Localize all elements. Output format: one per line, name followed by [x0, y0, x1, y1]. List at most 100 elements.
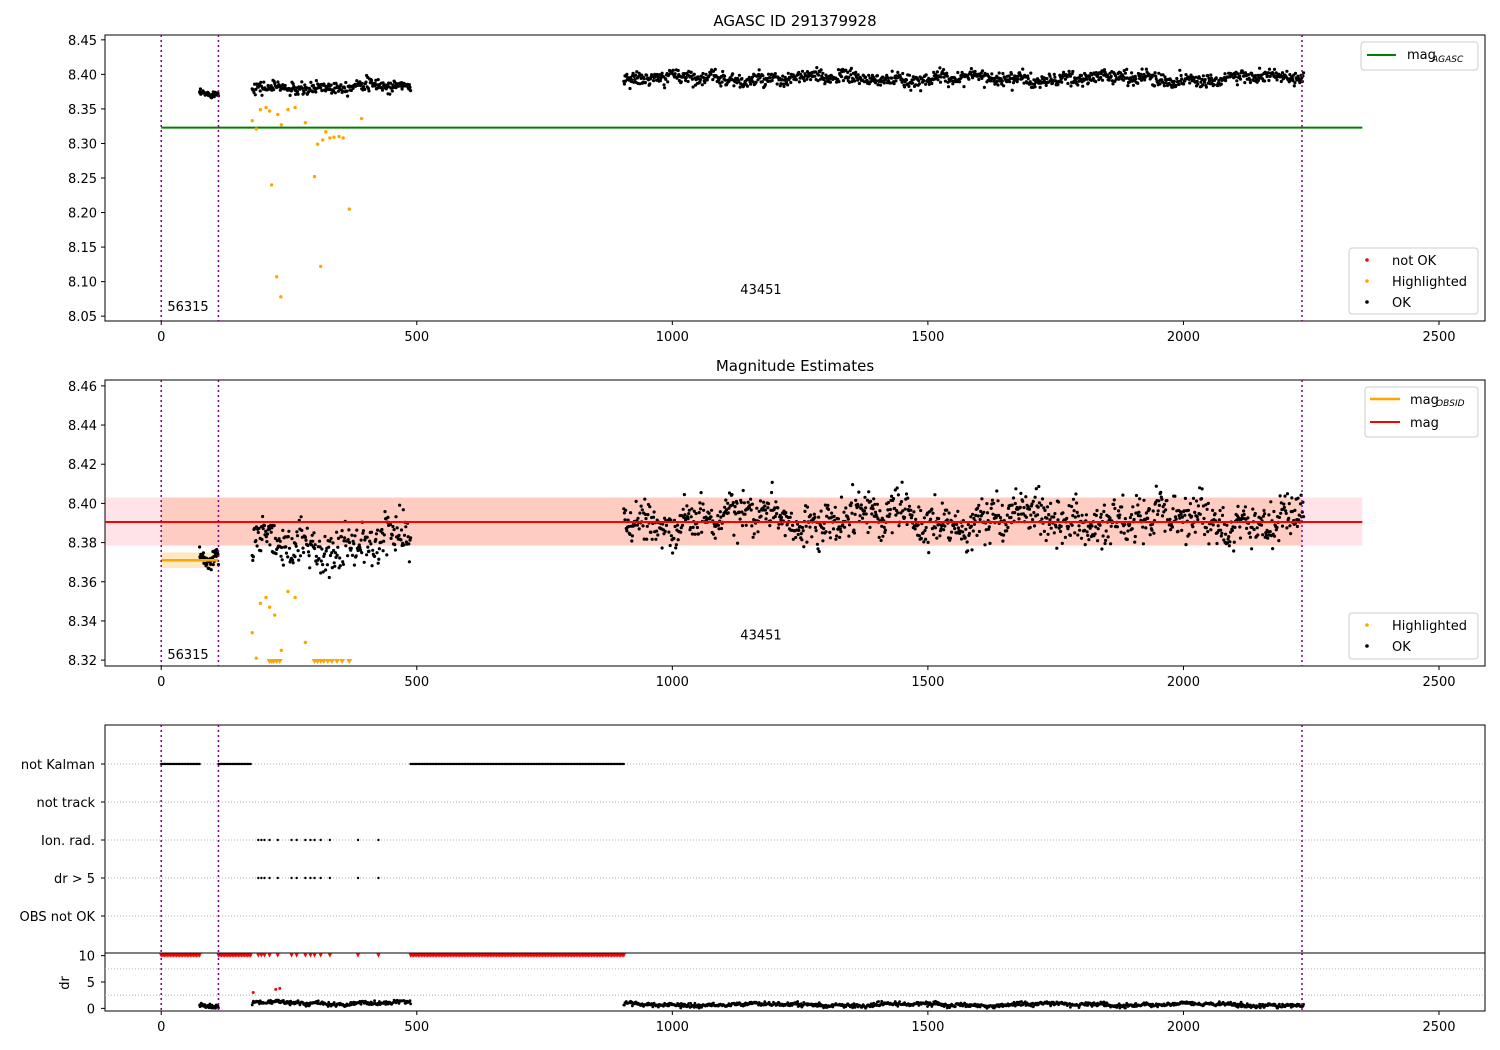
ok-point — [1066, 525, 1071, 529]
clipped-marker — [339, 659, 346, 664]
ok-point — [358, 548, 363, 552]
dr-gt5-point — [290, 876, 293, 880]
highlighted-point — [286, 589, 290, 594]
ok-point — [1150, 528, 1154, 532]
ok-point — [352, 542, 356, 546]
ok-point — [1278, 494, 1282, 498]
ok-point — [969, 71, 973, 75]
ok-point — [995, 489, 999, 493]
ok-point — [1253, 74, 1257, 78]
legend-marker — [1365, 300, 1369, 304]
ok-point — [264, 535, 268, 539]
obsid-label: 43451 — [740, 283, 781, 298]
ok-point — [1013, 510, 1017, 515]
ok-point — [1272, 509, 1276, 514]
ok-point — [709, 515, 713, 519]
ok-point — [1094, 513, 1098, 518]
ok-point — [671, 68, 675, 72]
ok-point — [369, 530, 374, 534]
ok-point — [1009, 515, 1013, 520]
ok-point — [406, 535, 410, 539]
ok-point — [959, 537, 964, 541]
ok-point — [361, 531, 365, 535]
ok-point — [628, 532, 632, 537]
ok-point — [764, 517, 768, 521]
ok-point — [667, 530, 671, 534]
ok-point — [1068, 533, 1072, 538]
ok-point — [828, 80, 833, 84]
ok-point — [1241, 71, 1245, 75]
ok-point — [972, 516, 976, 521]
ok-point — [1141, 542, 1145, 546]
ok-point — [683, 513, 687, 517]
ok-point — [735, 501, 739, 505]
ok-point — [750, 524, 754, 528]
highlighted-point — [254, 127, 258, 131]
ok-point — [1137, 510, 1141, 514]
x-tick-label: 1000 — [656, 675, 689, 690]
ok-point — [1010, 72, 1014, 76]
ok-point — [328, 539, 332, 543]
ok-point — [1161, 73, 1165, 77]
ok-point — [1123, 522, 1127, 527]
ion-rad-point — [309, 838, 312, 842]
ok-point — [267, 527, 271, 531]
ok-point — [293, 555, 297, 559]
highlighted-point — [269, 183, 274, 187]
ok-point — [1170, 525, 1174, 529]
ok-point — [1220, 531, 1224, 535]
ok-point — [392, 528, 396, 532]
dr-point — [1233, 1002, 1237, 1005]
ok-point — [844, 68, 848, 72]
ok-point — [1045, 505, 1050, 509]
ok-point — [766, 79, 770, 83]
ok-point — [1118, 513, 1122, 517]
ok-point — [1282, 505, 1286, 509]
ok-point — [1088, 526, 1092, 530]
ok-point — [726, 501, 730, 505]
ok-point — [1226, 537, 1230, 541]
dr-point — [373, 999, 376, 1003]
highlighted-point — [315, 142, 320, 146]
ok-point — [309, 543, 314, 547]
ok-point — [1302, 71, 1306, 75]
ok-point — [286, 535, 290, 539]
ok-point — [389, 536, 393, 541]
ok-point — [1022, 81, 1026, 85]
ok-point — [645, 73, 649, 77]
ok-point — [638, 511, 642, 515]
ok-point — [395, 526, 399, 530]
ok-point — [820, 531, 824, 535]
ok-point — [1151, 522, 1155, 526]
ok-point — [1018, 505, 1022, 509]
ok-point — [662, 532, 666, 536]
ok-point — [733, 505, 737, 509]
ok-point — [1196, 82, 1200, 86]
ok-point — [841, 79, 846, 83]
ok-point — [763, 508, 768, 512]
ok-point — [1154, 74, 1158, 78]
ok-point — [1193, 510, 1197, 514]
clipped-marker — [276, 659, 283, 664]
ok-point — [304, 538, 308, 542]
ok-point — [652, 510, 656, 514]
ok-point — [870, 504, 875, 508]
ok-point — [913, 527, 917, 531]
ok-point — [1261, 533, 1265, 537]
ok-point — [643, 512, 648, 517]
ok-point — [702, 508, 706, 512]
ok-point — [1002, 533, 1006, 537]
ok-point — [773, 514, 777, 519]
ok-point — [314, 79, 318, 83]
ok-point — [1275, 78, 1279, 82]
ok-point — [333, 91, 337, 95]
ok-point — [838, 535, 842, 540]
ok-point — [762, 500, 766, 504]
ok-point — [783, 534, 787, 538]
ok-point — [692, 72, 696, 76]
ok-point — [704, 72, 708, 76]
ok-point — [1280, 524, 1285, 528]
highlighted-point — [341, 136, 345, 140]
ok-point — [1121, 493, 1125, 497]
ok-point — [656, 75, 661, 79]
